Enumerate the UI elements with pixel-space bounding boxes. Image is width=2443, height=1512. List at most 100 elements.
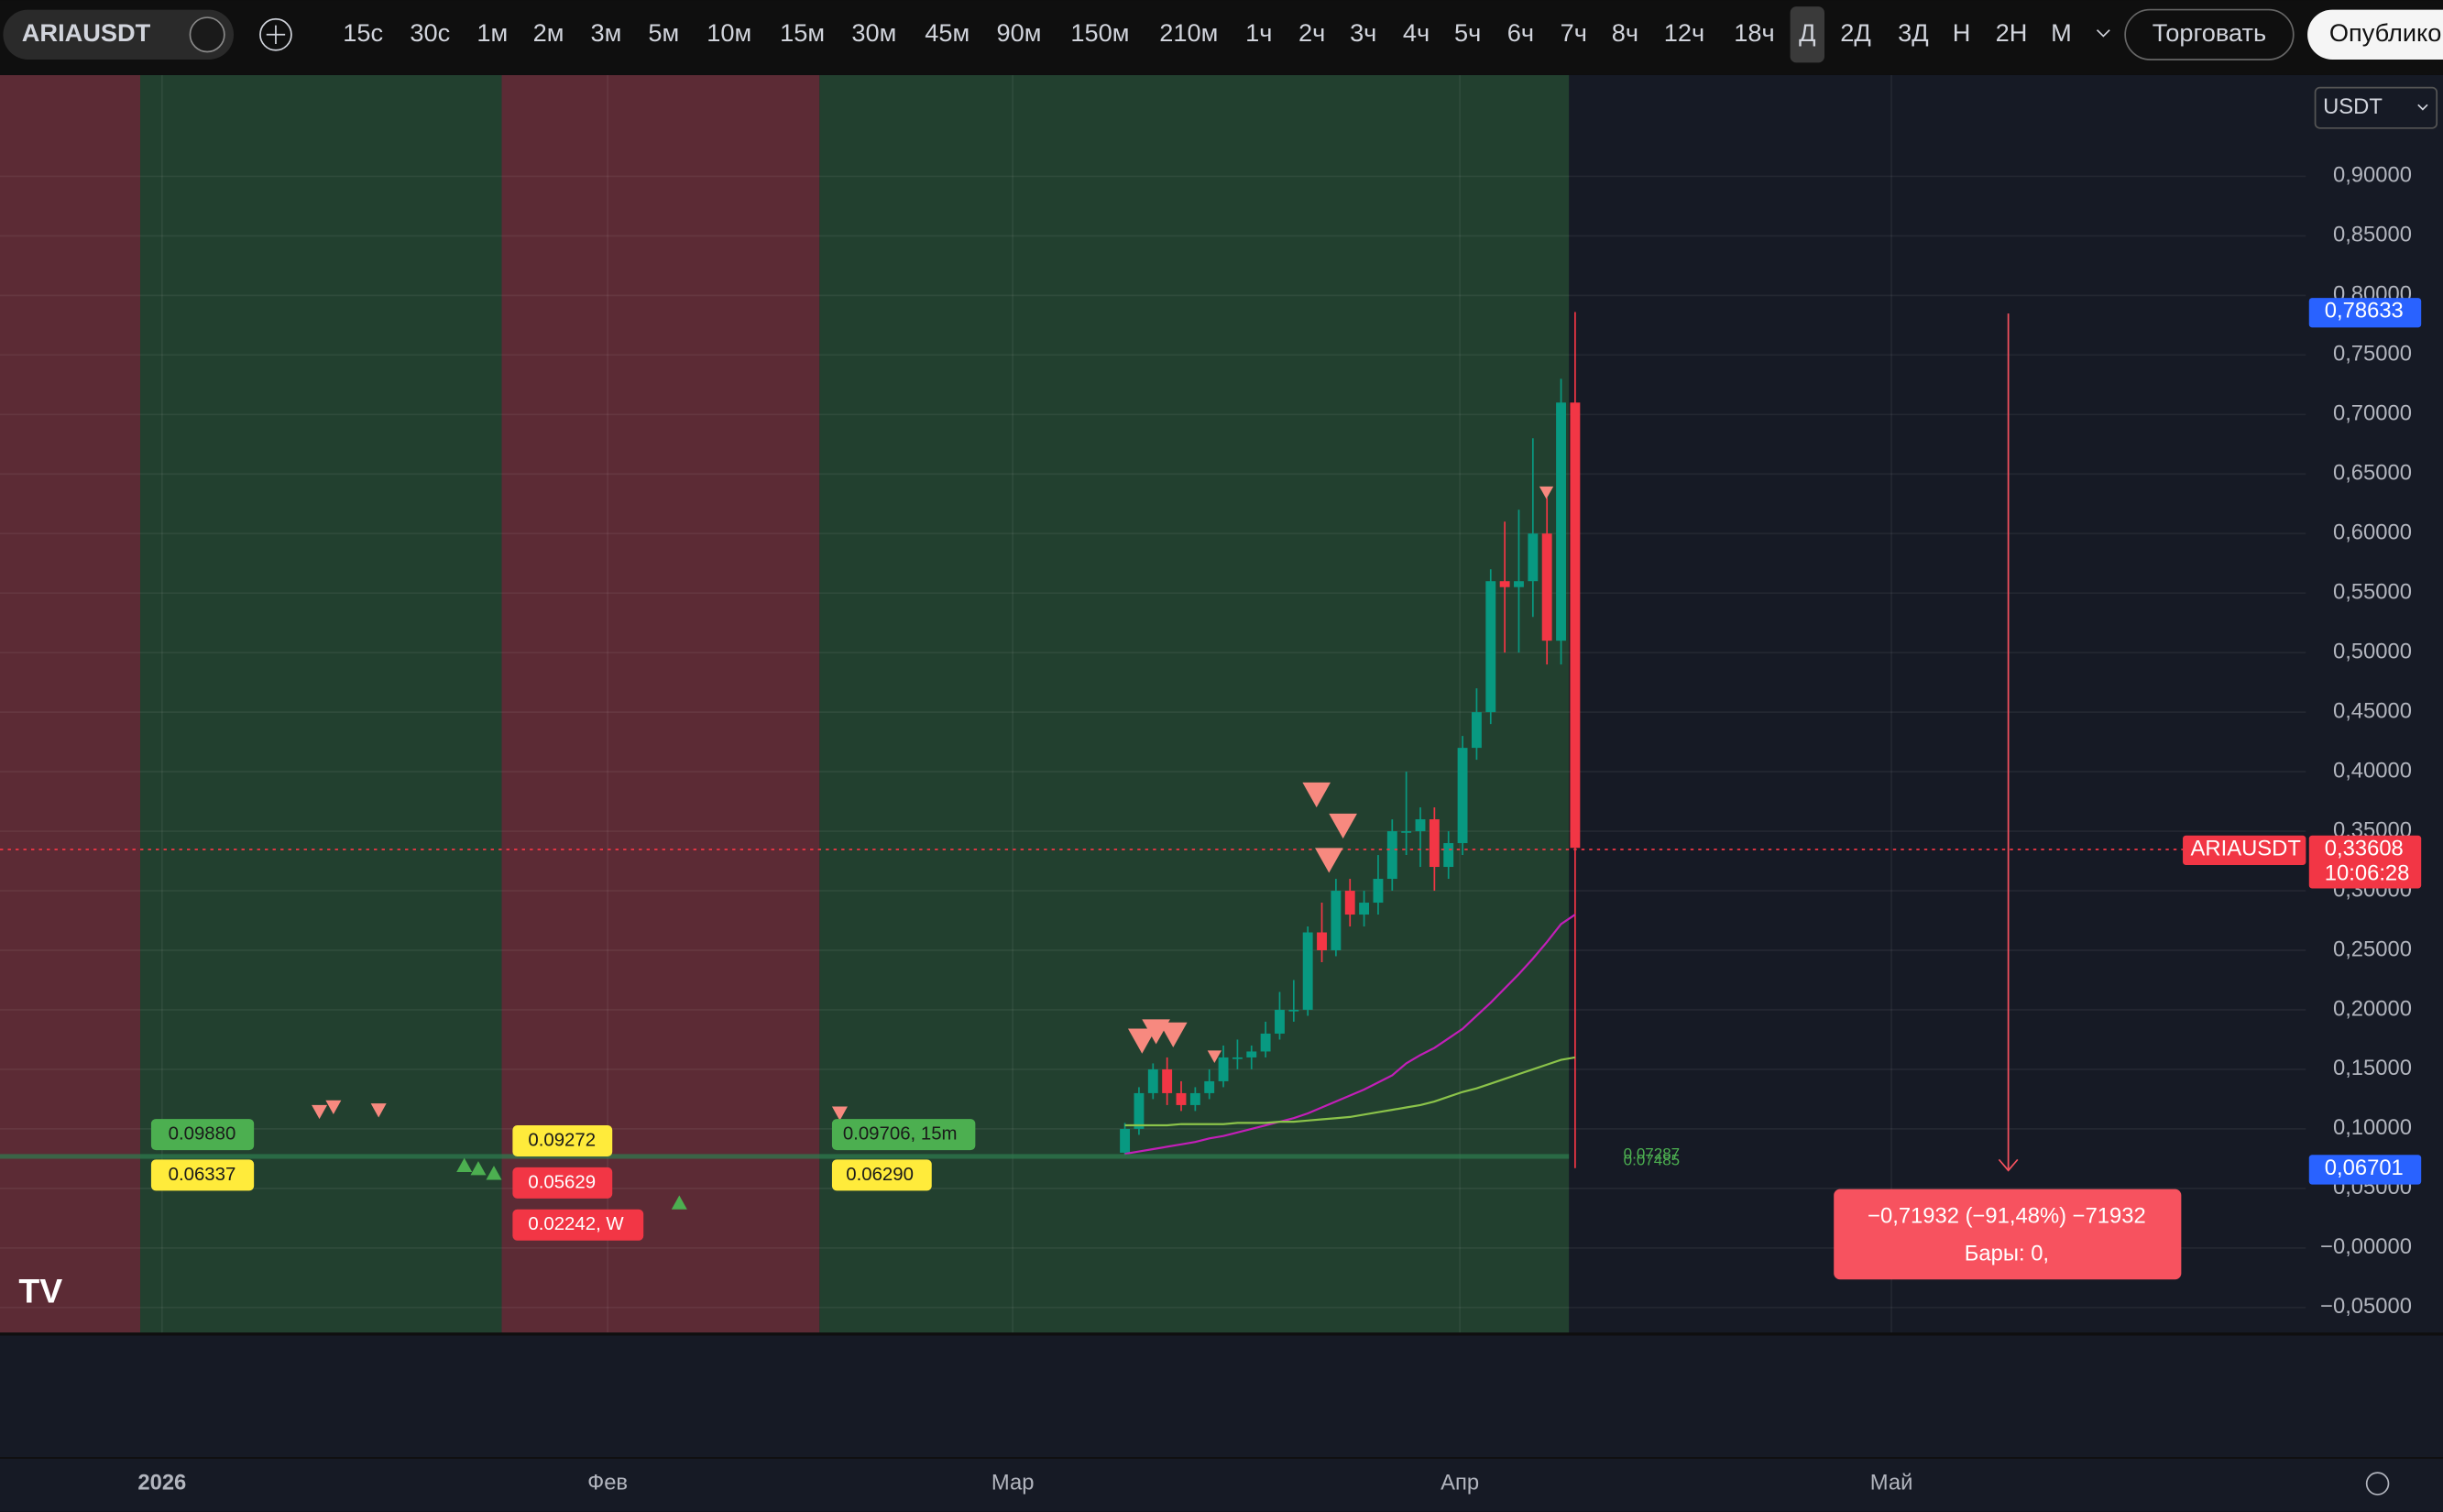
sell-signals xyxy=(312,486,1554,1121)
currency-select[interactable] xyxy=(2314,86,2438,129)
dropdown-icon xyxy=(2417,104,2428,111)
measure-box xyxy=(1834,1189,2182,1280)
last-label: 0,33608 xyxy=(2325,836,2404,860)
price-tick-label: 0,25000 xyxy=(2333,937,2412,961)
timeframe[interactable]: 12ч xyxy=(1664,18,1704,47)
timeframe[interactable]: 2ч xyxy=(1298,18,1325,47)
candle-body xyxy=(1147,1068,1158,1093)
price-axis xyxy=(2306,74,2443,1333)
time-label: Фев xyxy=(587,1470,628,1495)
timeframe[interactable]: 10м xyxy=(707,18,751,47)
candle-body xyxy=(1401,831,1412,833)
timeframe[interactable]: 2Д xyxy=(1840,18,1871,47)
timeframe[interactable]: 3ч xyxy=(1350,18,1376,47)
price-tick-label: −0,05000 xyxy=(2320,1294,2412,1319)
candle-body xyxy=(1457,748,1468,844)
marker: 0.06290 xyxy=(846,1165,914,1185)
timeframe[interactable]: 15м xyxy=(780,18,825,47)
timeframe[interactable]: 5ч xyxy=(1454,18,1481,47)
timeframe[interactable]: 90м xyxy=(996,18,1041,47)
marker: 0.09706, 15m xyxy=(843,1124,958,1145)
price-tick-label: 0,70000 xyxy=(2333,401,2412,426)
candle-body xyxy=(1120,1128,1131,1153)
ma-fast-line xyxy=(1124,1056,1576,1127)
measure-arrow xyxy=(1998,1158,2019,1172)
timeframe[interactable]: 1ч xyxy=(1245,18,1272,47)
symbol-label-box xyxy=(2183,835,2306,866)
timeframe[interactable]: Д xyxy=(1799,18,1815,47)
candle-body xyxy=(1176,1092,1187,1105)
settings-icon[interactable] xyxy=(2365,1472,2390,1496)
marker-box xyxy=(831,1119,976,1151)
candle-body xyxy=(1485,581,1496,713)
candle-body xyxy=(1134,1092,1145,1129)
timeframe[interactable]: 210м xyxy=(1159,18,1218,47)
diamond-icon[interactable] xyxy=(189,16,225,53)
candle-body xyxy=(1386,831,1397,880)
price-tick-label: 0,90000 xyxy=(2333,163,2412,188)
timeframe[interactable]: 2Н xyxy=(1996,18,2028,47)
timeframe[interactable]: 30с xyxy=(410,18,450,47)
price-tick-label: 0,10000 xyxy=(2333,1115,2412,1140)
timeframe[interactable]: М xyxy=(2051,18,2072,47)
marker-box xyxy=(512,1209,644,1241)
timeframes: 15с 30с 1м 2м 3м 5м 10м 15м 30м 45м 90м 150м 210м 1ч 2… xyxy=(343,18,2072,47)
candle-body xyxy=(1499,581,1510,587)
price-tick-label: 0,15000 xyxy=(2333,1056,2412,1080)
price-tick-label: 0,55000 xyxy=(2333,579,2412,604)
timeframe[interactable]: 8ч xyxy=(1612,18,1638,47)
marker: 0.09272 xyxy=(528,1130,596,1150)
add-button[interactable] xyxy=(259,17,292,51)
candle-body xyxy=(1528,533,1539,582)
trade-button[interactable] xyxy=(2124,8,2295,60)
lower-panel xyxy=(0,1335,2443,1458)
price-tick-label: 0,40000 xyxy=(2333,758,2412,783)
candle-body xyxy=(1275,1009,1285,1034)
timeframe[interactable]: 7ч xyxy=(1561,18,1587,47)
marker-box xyxy=(150,1119,255,1151)
more-icon[interactable] xyxy=(2096,29,2110,38)
timeframe[interactable]: 6ч xyxy=(1507,18,1534,47)
candle-body xyxy=(1246,1051,1257,1057)
candle-body xyxy=(1189,1092,1200,1105)
timeframe[interactable]: 3м xyxy=(590,18,621,47)
marker: 0.09880 xyxy=(169,1124,236,1145)
plot xyxy=(1120,312,1581,1168)
publish-label[interactable]: Опублико xyxy=(2329,18,2442,47)
marker-box xyxy=(512,1124,613,1156)
timeframe[interactable]: 5м xyxy=(648,18,679,47)
low-label-box xyxy=(2308,1155,2422,1185)
timeframe[interactable]: 15с xyxy=(343,18,383,47)
trade-label[interactable]: Торговать xyxy=(2153,18,2266,47)
timeframe[interactable]: Н xyxy=(1953,18,1971,47)
marker-box xyxy=(512,1167,613,1199)
time-label: Мар xyxy=(991,1470,1035,1495)
marker-box xyxy=(831,1159,932,1191)
timeframe[interactable]: 2м xyxy=(533,18,564,47)
timeframe[interactable]: 45м xyxy=(925,18,970,47)
timeframe[interactable]: 18ч xyxy=(1734,18,1774,47)
timeframe[interactable]: 4ч xyxy=(1403,18,1430,47)
logo: TV xyxy=(18,1271,62,1309)
price-tick-label: 0,65000 xyxy=(2333,461,2412,486)
candle-body xyxy=(1344,891,1355,915)
price-tick-label: 0,45000 xyxy=(2333,698,2412,723)
candle-body xyxy=(1514,581,1524,587)
candle-body xyxy=(1570,402,1581,849)
marker: 0.05629 xyxy=(528,1172,596,1192)
publish-button[interactable] xyxy=(2307,9,2443,60)
timeframe[interactable]: 1м xyxy=(477,18,508,47)
timeframe[interactable]: 150м xyxy=(1070,18,1129,47)
timeframe[interactable]: 30м xyxy=(851,18,896,47)
symbol-label: ARIAUSDT xyxy=(2191,836,2301,860)
time-label: Апр xyxy=(1441,1470,1479,1495)
symbol-pill[interactable] xyxy=(3,9,235,60)
currency[interactable]: USDT xyxy=(2323,94,2383,119)
time-label: 2026 xyxy=(137,1470,186,1495)
symbol[interactable]: ARIAUSDT xyxy=(22,18,151,47)
candle-body xyxy=(1429,819,1440,868)
candle-body xyxy=(1359,903,1370,915)
timeframe[interactable]: 3Д xyxy=(1898,18,1929,47)
time-label: Май xyxy=(1870,1470,1913,1495)
